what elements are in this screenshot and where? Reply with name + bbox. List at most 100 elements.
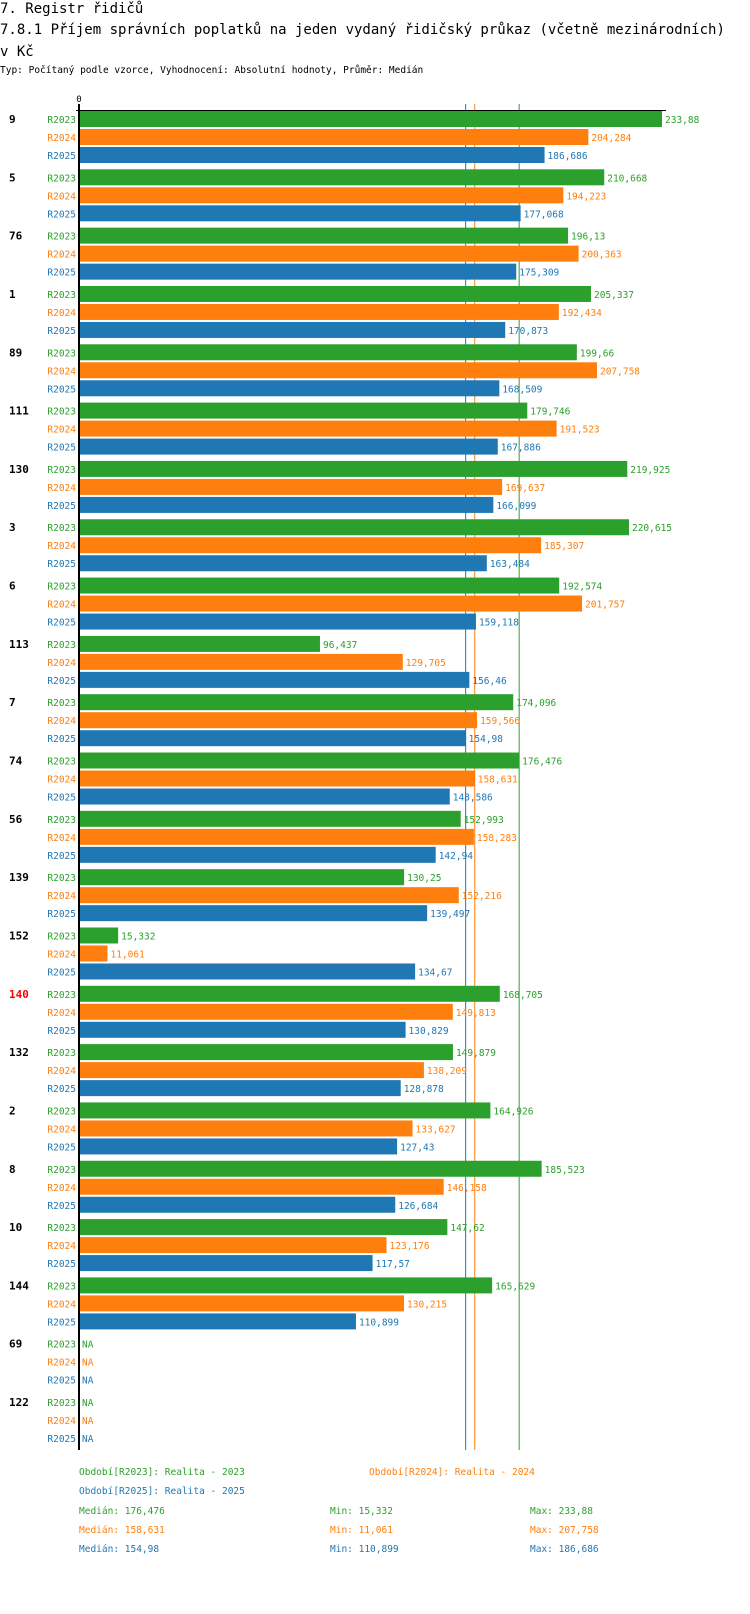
series-label: R2023 xyxy=(47,931,76,942)
median-stat-r2025: Medián: 154,98 xyxy=(79,1544,160,1555)
bar xyxy=(80,810,461,827)
data-label: 174,096 xyxy=(516,698,556,709)
series-label: R2025 xyxy=(47,1376,76,1387)
bar xyxy=(80,846,436,863)
data-label: 164,926 xyxy=(493,1106,533,1117)
median-stat-r2023: Medián: 176,476 xyxy=(79,1506,165,1517)
bar xyxy=(80,147,545,163)
chart-title: 7.8.1 Příjem správních poplatků na jeden… xyxy=(0,22,725,60)
data-label: 127,43 xyxy=(400,1142,434,1153)
data-label: 159,566 xyxy=(480,716,520,727)
series-label: R2023 xyxy=(47,990,76,1001)
category-label: 76 xyxy=(9,230,23,243)
data-label: 147,62 xyxy=(450,1223,484,1234)
series-label: R2024 xyxy=(47,775,76,786)
min-stat-r2025: Min: 110,899 xyxy=(330,1544,399,1555)
data-label: 192,574 xyxy=(562,582,602,593)
bar xyxy=(80,129,589,145)
category-label: 152 xyxy=(9,929,29,942)
bar xyxy=(80,1277,493,1294)
data-label: 219,925 xyxy=(630,465,670,476)
series-label: R2023 xyxy=(47,115,76,126)
data-label: 130,25 xyxy=(407,873,441,884)
category-label: 144 xyxy=(9,1279,29,1292)
series-label: R2024 xyxy=(47,366,76,377)
data-label: 96,437 xyxy=(323,640,357,651)
series-label: R2023 xyxy=(47,1398,76,1409)
series-label: R2025 xyxy=(47,501,76,512)
category-label: 2 xyxy=(9,1104,16,1117)
bar xyxy=(80,1138,398,1155)
category-label: 132 xyxy=(9,1046,29,1059)
bar xyxy=(80,1295,405,1312)
bar xyxy=(80,1313,356,1330)
min-stat-r2023: Min: 15,332 xyxy=(330,1506,393,1517)
category-label: 130 xyxy=(9,463,29,476)
series-label: R2024 xyxy=(47,658,76,669)
series-label: R2023 xyxy=(47,1340,76,1351)
series-label: R2023 xyxy=(47,173,76,184)
data-label: 138,209 xyxy=(427,1066,467,1077)
category-label: 5 xyxy=(9,171,16,184)
series-label: R2024 xyxy=(47,600,76,611)
series-label: R2025 xyxy=(47,151,76,162)
max-stat-r2025: Max: 186,686 xyxy=(530,1544,599,1555)
bar xyxy=(80,1102,491,1119)
series-label: R2025 xyxy=(47,1084,76,1095)
data-label: 177,068 xyxy=(524,209,564,220)
series-label: R2024 xyxy=(47,1416,76,1427)
bar xyxy=(80,496,494,513)
data-label: 158,283 xyxy=(477,833,517,844)
series-label: R2025 xyxy=(47,967,76,978)
series-label: R2025 xyxy=(47,326,76,337)
bar xyxy=(80,1219,448,1236)
series-label: R2024 xyxy=(47,891,76,902)
series-label: R2025 xyxy=(47,1259,76,1270)
data-label: 152,216 xyxy=(462,891,502,902)
series-label: R2024 xyxy=(47,1299,76,1310)
section-title: 7. Registr řidičů xyxy=(0,1,144,17)
data-label: 154,98 xyxy=(469,734,504,745)
series-label: R2024 xyxy=(47,716,76,727)
na-label: NA xyxy=(82,1358,94,1369)
series-label: R2023 xyxy=(47,698,76,709)
na-label: NA xyxy=(82,1376,94,1387)
bar xyxy=(80,869,405,886)
data-label: 11,061 xyxy=(111,949,146,960)
na-label: NA xyxy=(82,1398,94,1409)
data-label: 169,637 xyxy=(505,483,545,494)
series-label: R2023 xyxy=(47,1223,76,1234)
data-label: 207,758 xyxy=(600,366,640,377)
bar xyxy=(80,169,605,186)
series-label: R2023 xyxy=(47,1281,76,1292)
series-label: R2024 xyxy=(47,133,76,144)
data-label: 156,46 xyxy=(472,676,507,687)
data-label: 176,476 xyxy=(522,757,562,768)
data-label: 185,523 xyxy=(545,1165,585,1176)
category-label: 74 xyxy=(9,755,23,768)
bar xyxy=(80,694,514,711)
bar xyxy=(80,577,560,594)
data-label: 179,746 xyxy=(530,407,570,418)
data-label: 210,668 xyxy=(607,173,647,184)
bar xyxy=(80,595,583,612)
data-label: 186,686 xyxy=(548,151,588,162)
series-label: R2025 xyxy=(47,851,76,862)
bar xyxy=(80,770,475,787)
series-label: R2023 xyxy=(47,815,76,826)
data-label: 191,523 xyxy=(560,425,600,436)
data-label: 126,684 xyxy=(398,1201,438,1212)
legend-item-r2023: Období[R2023]: Realita - 2023 xyxy=(79,1467,245,1478)
series-label: R2023 xyxy=(47,407,76,418)
category-label: 3 xyxy=(9,521,16,534)
series-label: R2023 xyxy=(47,640,76,651)
bar xyxy=(80,985,500,1002)
bar xyxy=(80,1160,542,1177)
series-label: R2025 xyxy=(47,384,76,395)
category-label: 140 xyxy=(9,988,29,1001)
series-label: R2025 xyxy=(47,1201,76,1212)
bar xyxy=(80,438,498,455)
bar xyxy=(80,460,628,477)
data-label: 117,57 xyxy=(376,1259,410,1270)
